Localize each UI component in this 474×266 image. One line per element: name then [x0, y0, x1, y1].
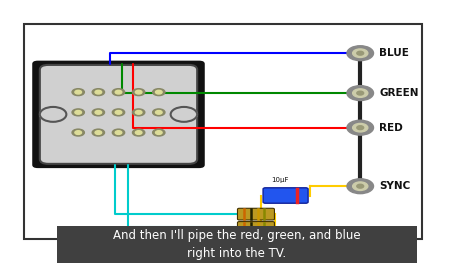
Circle shape: [357, 51, 364, 55]
Circle shape: [75, 90, 82, 94]
Circle shape: [135, 110, 142, 114]
Circle shape: [112, 109, 125, 116]
Circle shape: [132, 129, 145, 136]
Circle shape: [132, 89, 145, 95]
Text: BLUE: BLUE: [379, 48, 409, 58]
Circle shape: [115, 90, 122, 94]
Text: And then I'll pipe the red, green, and blue
right into the TV.: And then I'll pipe the red, green, and b…: [113, 229, 361, 260]
Circle shape: [347, 120, 374, 135]
Circle shape: [40, 107, 66, 122]
Circle shape: [135, 90, 142, 94]
Circle shape: [75, 131, 82, 134]
Circle shape: [112, 129, 125, 136]
Circle shape: [353, 182, 368, 190]
FancyBboxPatch shape: [237, 208, 274, 220]
Circle shape: [153, 89, 165, 95]
Circle shape: [92, 89, 104, 95]
Circle shape: [347, 179, 374, 194]
Circle shape: [95, 131, 101, 134]
Circle shape: [155, 110, 162, 114]
FancyBboxPatch shape: [40, 65, 197, 164]
Circle shape: [132, 109, 145, 116]
Circle shape: [92, 109, 104, 116]
Text: SYNC: SYNC: [379, 181, 410, 191]
Circle shape: [357, 126, 364, 130]
Circle shape: [353, 123, 368, 132]
FancyBboxPatch shape: [237, 222, 274, 233]
Bar: [57, 226, 417, 263]
Circle shape: [347, 86, 374, 101]
Bar: [24, 24, 422, 239]
Circle shape: [112, 89, 125, 95]
Circle shape: [155, 90, 162, 94]
Circle shape: [155, 131, 162, 134]
FancyBboxPatch shape: [263, 188, 308, 203]
Circle shape: [75, 110, 82, 114]
Circle shape: [92, 129, 104, 136]
Circle shape: [153, 109, 165, 116]
FancyBboxPatch shape: [32, 61, 205, 168]
Circle shape: [95, 110, 101, 114]
Circle shape: [171, 107, 197, 122]
Circle shape: [135, 131, 142, 134]
Text: RED: RED: [379, 123, 403, 133]
Circle shape: [353, 49, 368, 57]
Circle shape: [357, 91, 364, 95]
Circle shape: [115, 110, 122, 114]
Text: 10μF: 10μF: [271, 177, 288, 184]
Circle shape: [72, 89, 84, 95]
Circle shape: [153, 129, 165, 136]
Circle shape: [72, 129, 84, 136]
Circle shape: [357, 184, 364, 188]
Circle shape: [347, 46, 374, 61]
Text: GREEN: GREEN: [379, 88, 419, 98]
Circle shape: [95, 90, 101, 94]
Circle shape: [353, 89, 368, 97]
Circle shape: [72, 109, 84, 116]
Circle shape: [115, 131, 122, 134]
